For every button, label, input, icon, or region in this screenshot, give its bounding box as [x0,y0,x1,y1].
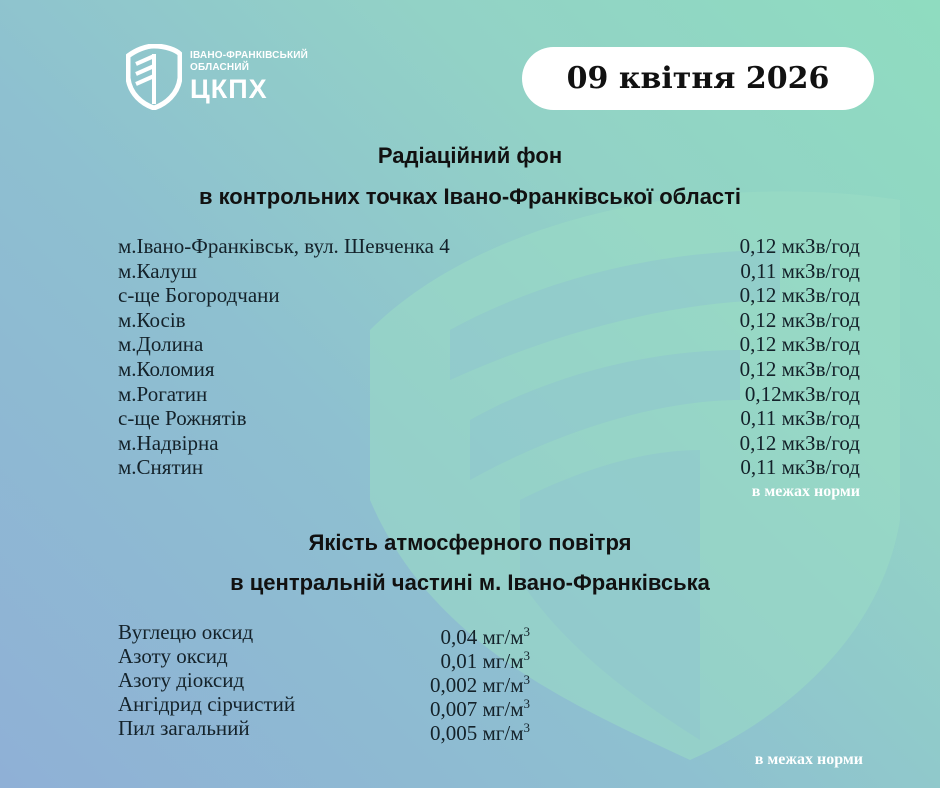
air-unit-sup: 3 [523,696,531,711]
air-title-1: Якість атмосферного повітря [308,530,632,555]
radiation-title-2: в контрольних точках Івано-Франківської … [198,184,742,209]
radiation-value: 0,12 мкЗв/год [739,283,860,308]
air-substance: Азоту оксид [118,644,228,668]
air-norm-note: в межах норми [754,751,863,768]
date-badge: 09 квітня 2026 [522,47,874,110]
radiation-place: м.Надвірна [118,430,219,455]
air-value: 0,005 мг/м3 [430,716,531,745]
air-unit-sup: 3 [523,624,531,639]
air-unit-sup: 3 [523,720,531,735]
air-value-text: 0,005 мг/м [429,721,524,745]
radiation-value: 0,12 мкЗв/год [739,332,860,357]
radiation-place: м.Івано-Франківськ, вул. Шевченка 4 [118,234,450,258]
radiation-value: 0,12 мкЗв/год [739,307,860,332]
radiation-place: м.Долина [118,332,204,357]
radiation-place: м.Косів [118,307,186,332]
logo-line3: ЦКПХ [190,74,268,104]
air-title-2: в центральній частині м. Івано-Франківсь… [230,570,710,595]
radiation-place: с-ще Богородчани [118,283,280,308]
air-value-text: 0,007 мг/м [429,697,524,721]
radiation-value: 0,12 мкЗв/год [739,430,860,455]
air-substance: Вуглецю оксид [118,620,254,644]
radiation-place: м.Коломия [118,357,215,381]
air-value: 0,04 мг/м3 [440,620,531,649]
logo: ІВАНО-ФРАНКІВСЬКИЙ ОБЛАСНИЙ ЦКПХ [126,44,308,110]
shield-logo-icon [126,44,182,110]
air-unit-sup: 3 [523,648,531,663]
radiation-value: 0,11 мкЗв/год [740,258,860,283]
radiation-value: 0,12 мкЗв/год [739,234,860,258]
radiation-place: с-ще Рожнятів [118,406,247,431]
air-value-text: 0,002 мг/м [429,673,524,697]
air-unit-sup: 3 [523,672,531,687]
air-value: 0,002 мг/м3 [430,668,531,697]
radiation-title-1: Радіаційний фон [377,143,563,168]
air-value: 0,01 мг/м3 [440,644,531,673]
air-substance: Азоту діоксид [118,668,245,692]
air-value-text: 0,01 мг/м [440,649,524,673]
logo-line2: ОБЛАСНИЙ [190,62,250,73]
radiation-place: м.Снятин [118,455,204,480]
air-value-text: 0,04 мг/м [440,625,524,649]
radiation-norm-note: в межах норми [751,483,860,500]
logo-line1: ІВАНО-ФРАНКІВСЬКИЙ [190,50,309,61]
radiation-value: 0,11 мкЗв/год [740,406,860,431]
air-substance: Пил загальний [118,716,250,740]
air-substance: Ангідрид сірчистий [118,692,296,716]
air-value: 0,007 мг/м3 [430,692,531,721]
radiation-place: м.Рогатин [118,381,208,406]
radiation-value: 0,12 мкЗв/год [739,357,860,381]
radiation-value: 0,12мкЗв/год [744,381,860,406]
radiation-place: м.Калуш [118,258,197,283]
radiation-value: 0,11 мкЗв/год [740,455,860,480]
